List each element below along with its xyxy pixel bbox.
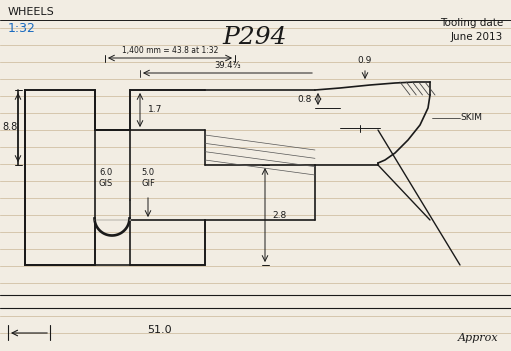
Text: Tooling date
June 2013: Tooling date June 2013 (440, 18, 503, 42)
Text: SKIM: SKIM (460, 113, 482, 122)
Text: P294: P294 (223, 26, 287, 49)
Text: 1,400 mm = 43.8 at 1:32: 1,400 mm = 43.8 at 1:32 (122, 46, 218, 55)
Text: 5.0
GIF: 5.0 GIF (141, 168, 155, 188)
Text: 6.0
GIS: 6.0 GIS (99, 168, 113, 188)
Text: 2.8: 2.8 (272, 211, 286, 219)
Text: Approx: Approx (457, 333, 498, 343)
Text: 0.8: 0.8 (297, 95, 312, 105)
Text: 8.8: 8.8 (3, 122, 17, 132)
Text: 0.9: 0.9 (358, 56, 372, 65)
Text: 39.4⅓: 39.4⅓ (215, 61, 241, 70)
Text: 1.7: 1.7 (148, 106, 162, 114)
Text: 1:32: 1:32 (8, 21, 36, 34)
Text: 51.0: 51.0 (148, 325, 172, 335)
Text: WHEELS: WHEELS (8, 7, 55, 17)
